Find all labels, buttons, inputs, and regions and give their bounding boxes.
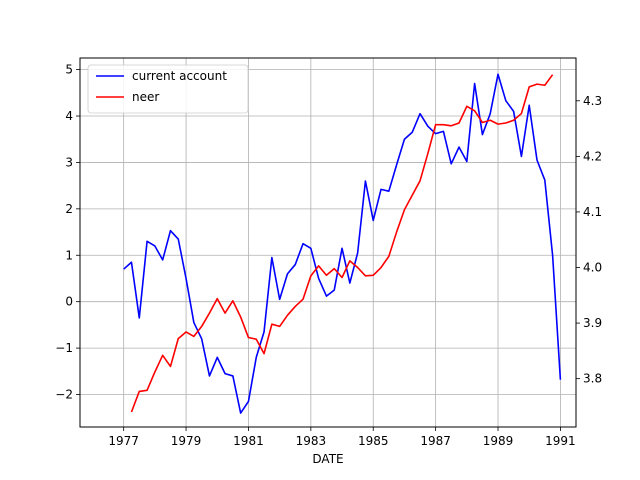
x-axis: 1977 1979 1981 1983 1985 1987 1989 1991 [108, 427, 576, 448]
x-tick-label: 1987 [420, 434, 451, 448]
legend-label: current account [132, 69, 227, 83]
y-left-tick-label: −2 [55, 388, 73, 402]
legend: current account neer [87, 64, 249, 114]
y-left-tick-label: 5 [65, 63, 73, 77]
y-right-tick-label: 3.9 [583, 316, 602, 330]
x-tick-label: 1989 [483, 434, 514, 448]
y-left-tick-label: 3 [65, 155, 73, 169]
series-line-neer [130, 74, 554, 413]
x-tick-label: 1981 [233, 434, 264, 448]
legend-label: neer [132, 90, 159, 104]
y-left-tick-label: 0 [65, 295, 73, 309]
y-axis-right: 3.8 3.9 4.0 4.1 4.2 4.3 [576, 94, 602, 386]
y-left-tick-label: −1 [55, 341, 73, 355]
x-tick-label: 1977 [108, 434, 139, 448]
y-right-tick-label: 4.2 [583, 149, 602, 163]
y-right-tick-label: 4.1 [583, 205, 602, 219]
x-axis-label: DATE [312, 452, 343, 466]
y-right-tick-label: 4.3 [583, 94, 602, 108]
y-left-tick-label: 1 [65, 248, 73, 262]
x-tick-label: 1983 [296, 434, 327, 448]
y-left-tick-label: 4 [65, 109, 73, 123]
x-tick-label: 1985 [358, 434, 389, 448]
x-tick-label: 1979 [171, 434, 202, 448]
legend-box [87, 64, 249, 114]
axes-frame [79, 57, 577, 428]
y-axis-left: −2 −1 0 1 2 3 4 5 [55, 63, 80, 402]
grid [80, 58, 576, 427]
x-tick-label: 1991 [545, 434, 576, 448]
y-left-tick-label: 2 [65, 202, 73, 216]
y-right-tick-label: 4.0 [583, 261, 602, 275]
y-right-tick-label: 3.8 [583, 372, 602, 386]
plot-area [123, 73, 562, 414]
